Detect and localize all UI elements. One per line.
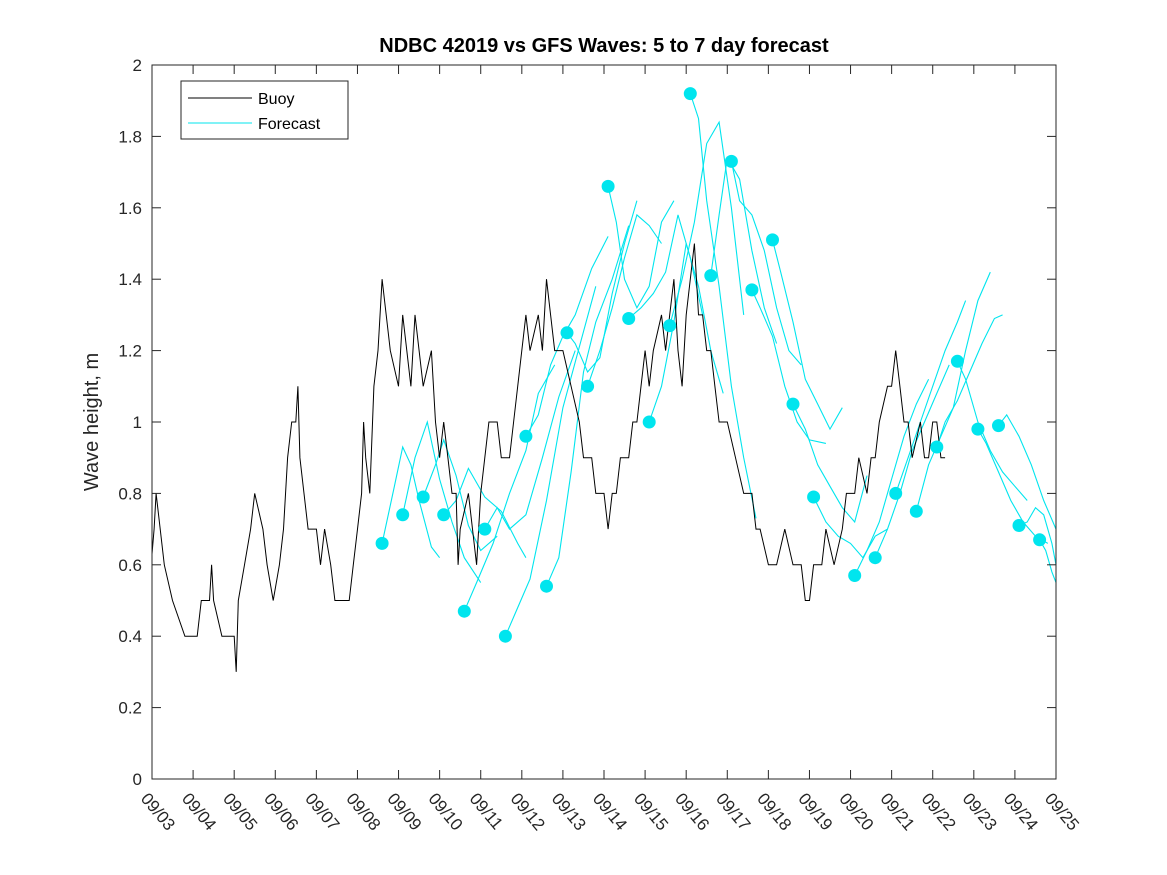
legend-box	[180, 80, 349, 140]
forecast-line-5	[484, 350, 576, 530]
forecast-marker-24	[889, 486, 903, 500]
forecast-marker-27	[950, 354, 964, 368]
forecast-line-1	[402, 419, 482, 583]
forecast-marker-11	[601, 179, 615, 193]
forecast-line-24	[895, 300, 967, 494]
forecast-line-22	[854, 378, 930, 576]
forecast-marker-1	[396, 508, 410, 522]
forecast-marker-30	[1012, 519, 1026, 532]
y-axis-label: Wave height, m	[81, 353, 103, 491]
forecast-marker-6	[498, 629, 512, 643]
forecast-line-2	[422, 438, 498, 552]
forecast-marker-31	[1033, 533, 1047, 547]
forecast-line-15	[689, 93, 757, 519]
forecast-marker-7	[519, 429, 533, 443]
forecast-marker-12	[622, 312, 636, 325]
chart-title: NDBC 42019 vs GFS Waves: 5 to 7 day fore…	[379, 35, 829, 57]
forecast-line-0	[381, 445, 441, 559]
legend-label-forecast: Forecast	[258, 116, 321, 133]
forecast-line-16	[710, 156, 778, 344]
y-tick-label-8: 1.6	[118, 199, 142, 218]
legend-label-buoy: Buoy	[258, 91, 294, 108]
y-tick-label-9: 1.8	[118, 127, 142, 146]
forecast-marker-2	[416, 490, 430, 504]
forecast-marker-28	[971, 422, 985, 436]
forecast-marker-23	[868, 551, 882, 565]
forecast-marker-22	[848, 569, 862, 582]
forecast-line-30	[1018, 506, 1057, 565]
forecast-line-19	[771, 239, 843, 431]
forecast-marker-18	[745, 283, 759, 297]
y-tick-label-4: 0.8	[118, 484, 142, 503]
legend: Buoy Forecast	[180, 80, 349, 140]
y-tick-label-1: 0.2	[118, 699, 142, 718]
forecast-marker-20	[786, 397, 800, 411]
forecast-marker-10	[581, 379, 595, 393]
forecast-line-6	[504, 286, 597, 637]
forecast-marker-17	[724, 154, 738, 168]
forecast-marker-9	[560, 326, 574, 340]
forecast-marker-16	[704, 269, 718, 283]
forecast-marker-26	[930, 440, 944, 454]
forecast-line-23	[874, 364, 950, 558]
forecast-line-26	[936, 314, 1003, 448]
forecast-marker-5	[478, 522, 492, 536]
forecast-marker-13	[642, 415, 656, 429]
y-tick-label-0: 0	[133, 770, 142, 789]
y-tick-label-2: 0.4	[118, 627, 142, 646]
forecast-line-9	[566, 200, 638, 374]
y-tick-label-5: 1	[133, 413, 142, 432]
forecast-marker-19	[766, 233, 779, 247]
buoy-line	[151, 243, 946, 672]
forecast-marker-29	[992, 419, 1005, 433]
forecast-marker-8	[540, 579, 553, 593]
forecast-line-27	[956, 361, 1028, 501]
forecast-marker-21	[807, 490, 821, 504]
forecast-line-11	[607, 186, 675, 310]
forecast-marker-14	[663, 319, 677, 333]
forecast-marker-0	[375, 536, 389, 550]
buoy-line-group	[151, 243, 946, 672]
y-axis: 0 0.2 0.4 0.6 0.8 1 1.2 1.4 1.6 1.8 2	[118, 56, 1056, 789]
y-tick-label-10: 2	[133, 56, 142, 75]
forecast-line-17	[730, 161, 802, 366]
forecast-markers	[375, 87, 1047, 643]
forecast-line-10	[587, 213, 662, 387]
forecast-marker-25	[909, 504, 923, 518]
forecast-line-29	[998, 413, 1057, 530]
forecast-line-4	[463, 364, 556, 612]
y-tick-label-3: 0.6	[118, 556, 142, 575]
forecast-line-14	[669, 120, 745, 326]
forecast-line-8	[545, 225, 630, 587]
forecast-marker-4	[457, 604, 471, 618]
y-tick-label-6: 1.2	[118, 342, 142, 361]
forecast-line-21	[813, 496, 888, 559]
forecast-marker-3	[437, 508, 451, 522]
forecast-line-20	[792, 403, 868, 524]
y-tick-label-7: 1.4	[118, 270, 142, 289]
forecast-marker-15	[683, 87, 697, 101]
